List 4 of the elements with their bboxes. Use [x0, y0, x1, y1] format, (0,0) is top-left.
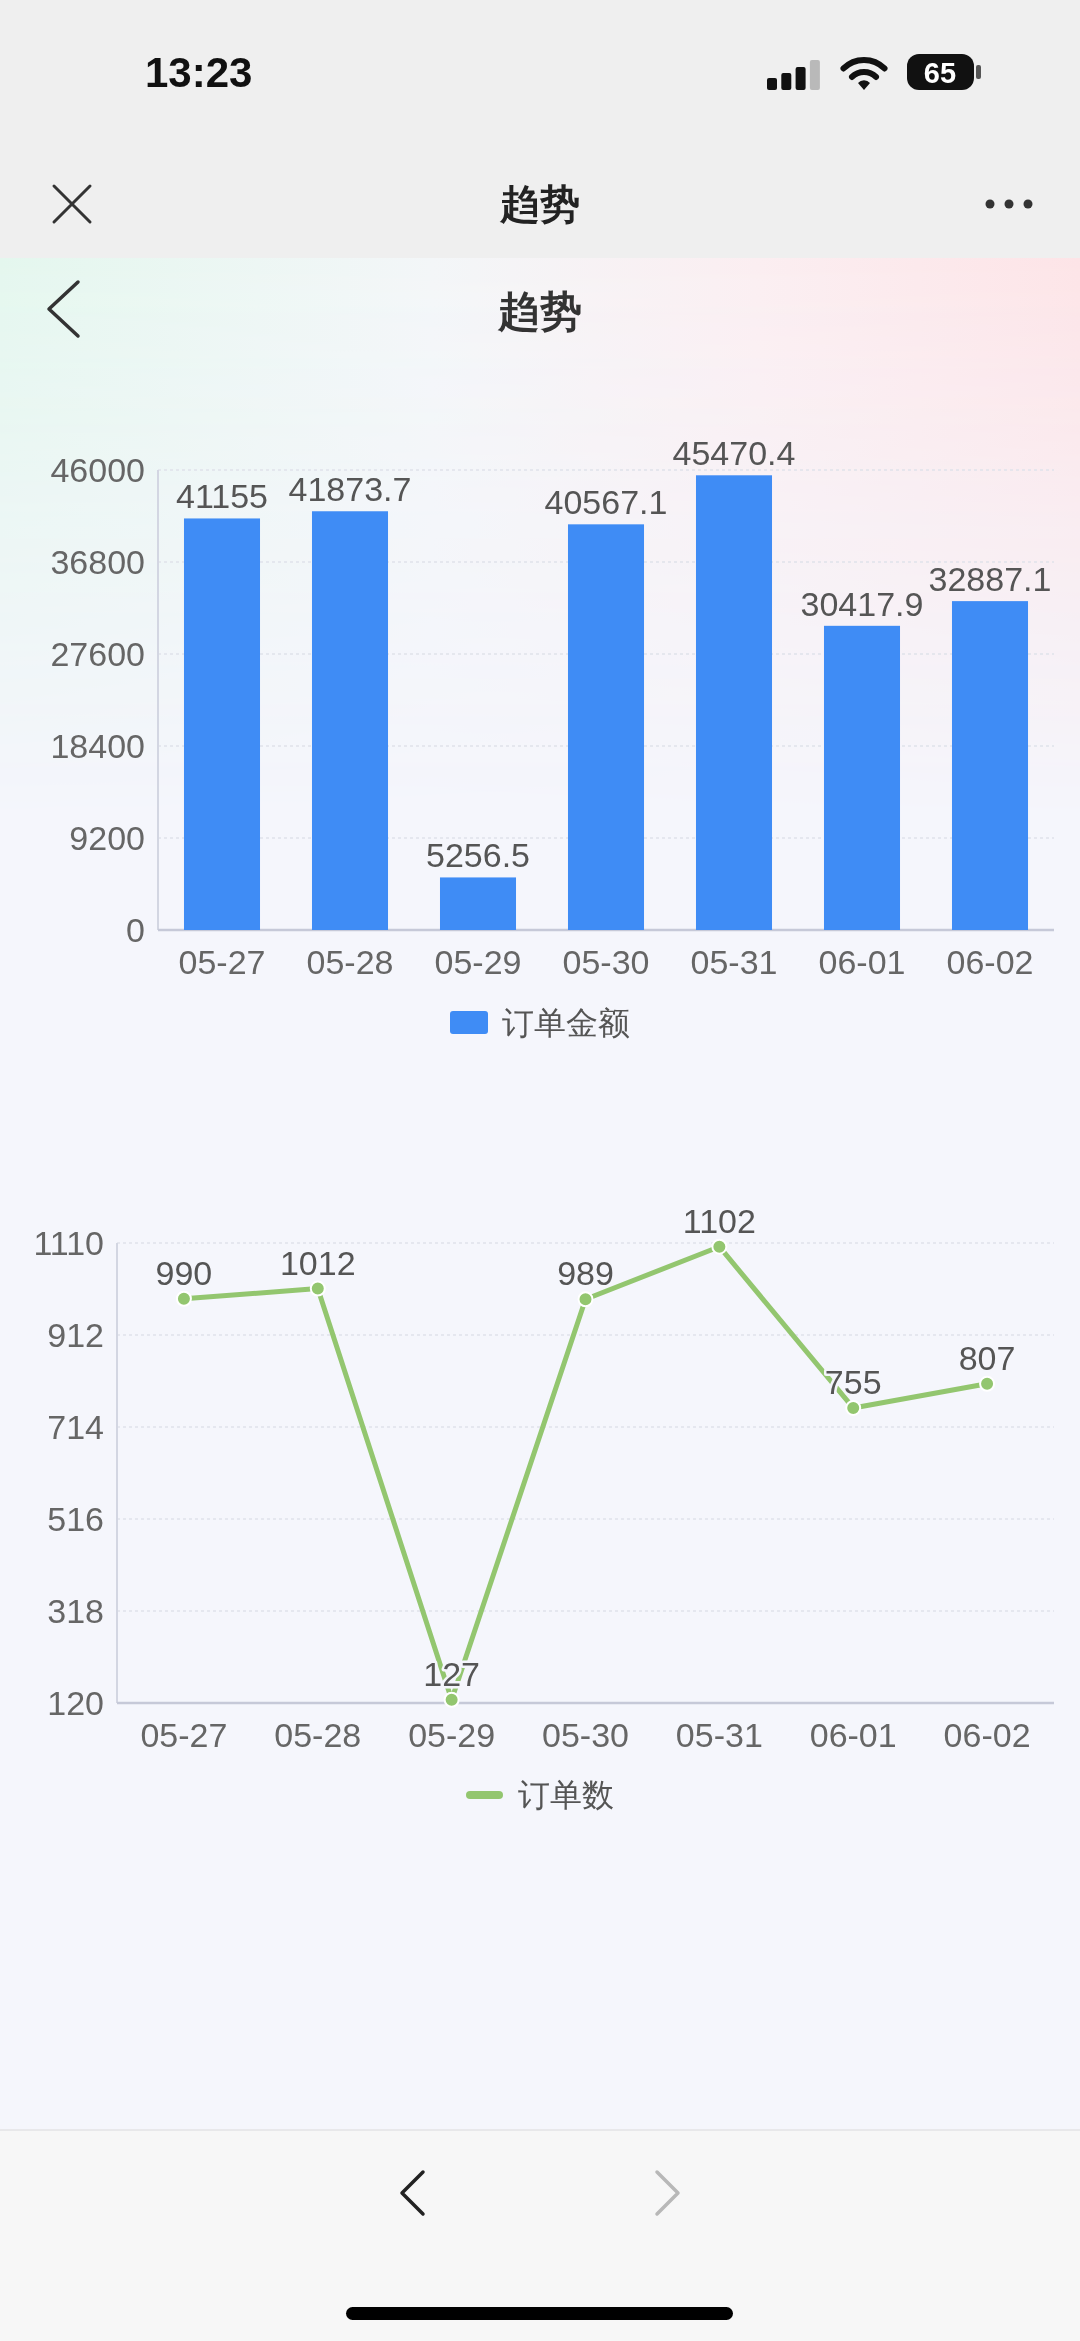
annotation: 13:23	[145, 49, 253, 96]
annotation: 趋势	[500, 182, 580, 226]
title: 趋势	[498, 288, 582, 335]
annotation: 65	[923, 57, 957, 89]
